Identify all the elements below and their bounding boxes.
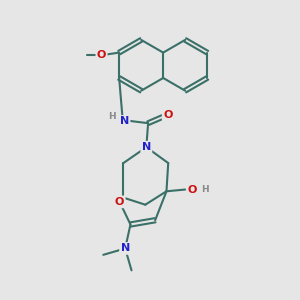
Text: N: N [120, 116, 129, 126]
Text: N: N [121, 244, 130, 254]
Text: H: H [201, 185, 208, 194]
Text: O: O [188, 184, 197, 194]
Text: H: H [108, 112, 116, 121]
Text: O: O [163, 110, 172, 120]
Text: O: O [97, 50, 106, 60]
Text: O: O [115, 197, 124, 207]
Text: N: N [142, 142, 151, 152]
